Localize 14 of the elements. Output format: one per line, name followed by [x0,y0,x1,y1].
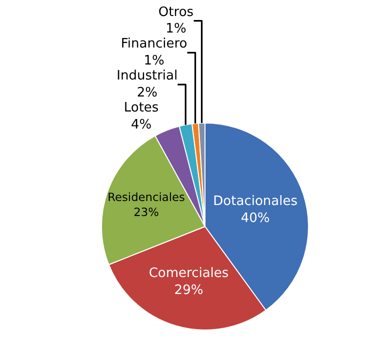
slice-label: Financiero [120,36,188,52]
slice-label: Industrial [116,68,178,84]
data-label: 4% [130,117,152,132]
data-label: 23% [134,204,160,219]
data-label: 40% [240,211,270,226]
slice-label: Otros [158,4,194,20]
slice-label: Lotes [124,100,159,116]
slice-label: Residenciales [108,190,185,204]
slice-label: Dotacionales [213,194,298,210]
data-label: 1% [166,22,186,37]
data-label: 29% [174,282,204,298]
slice-label: Comerciales [148,266,229,282]
data-label: 1% [144,54,164,69]
data-label: 2% [136,86,158,101]
